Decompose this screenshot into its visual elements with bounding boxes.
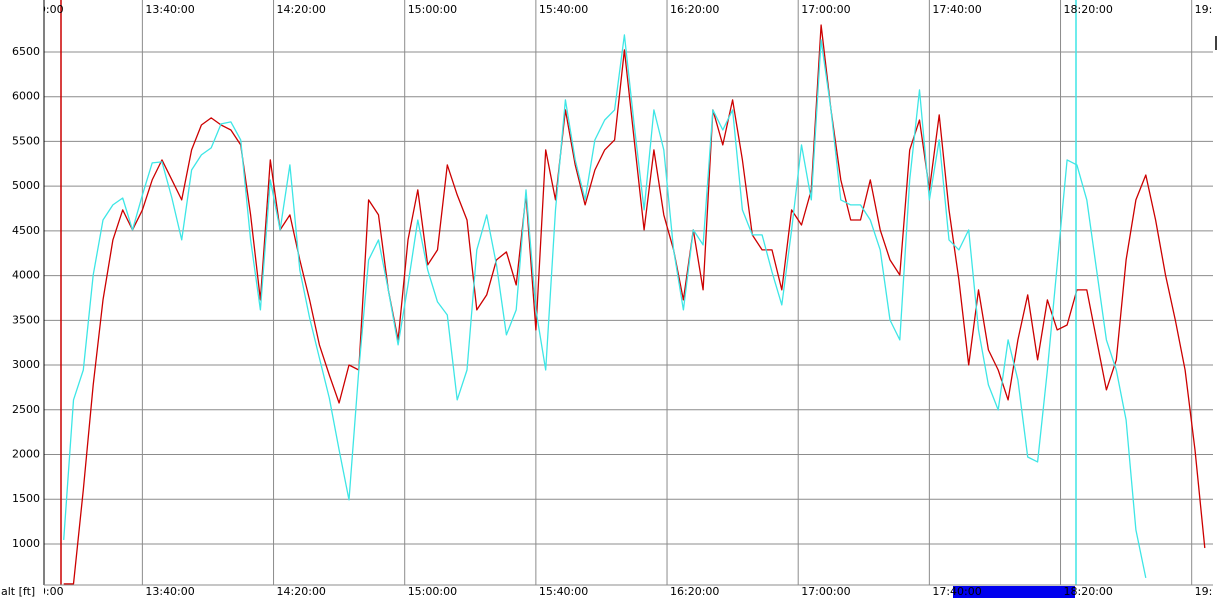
y-tick-label: 1000 <box>12 537 40 550</box>
x-tick-label: 17:40:00 <box>932 585 981 598</box>
series-line <box>63 34 1147 579</box>
x-tick-label: 13:40:00 <box>145 585 194 598</box>
x-labels: 13:00:00 13:00:00 13:40:00 13:40:00 14:20:00… <box>14 3 1218 598</box>
x-tick-label: 13:40:00 <box>145 3 194 16</box>
x-tick-label: 16:20:00 <box>670 585 719 598</box>
series-line <box>63 24 1206 585</box>
x-tick-label: 15:40:00 <box>539 3 588 16</box>
x-tick-label: 18:20:00 <box>1064 3 1113 16</box>
x-tick-label: 15:00:00 <box>408 3 457 16</box>
y-tick-label: 4000 <box>12 269 40 282</box>
y-tick-label: 2000 <box>12 447 40 460</box>
x-tick-label: 16:20:00 <box>670 3 719 16</box>
x-tick-label: 15:00:00 <box>408 585 457 598</box>
x-tick-label: 14:20:00 <box>277 3 326 16</box>
y-axis-label: alt [ft] <box>1 585 35 598</box>
y-tick-label: 6000 <box>12 90 40 103</box>
selection-bar <box>953 586 1075 598</box>
x-tick-label: 17:40:00 <box>932 3 981 16</box>
y-tick-label: 4500 <box>12 224 40 237</box>
x-tick-label: 17:00:00 <box>801 3 850 16</box>
y-tick-label: 5500 <box>12 134 40 147</box>
x-tick-label: 19:00:00 <box>1195 585 1218 598</box>
x-tick-label: 13:00:00 <box>14 3 63 16</box>
y-tick-label: 1500 <box>12 492 40 505</box>
y-tick-label: 3000 <box>12 358 40 371</box>
grid <box>44 0 1213 585</box>
x-tick-label: 18:20:00 <box>1064 585 1113 598</box>
x-tick-label: 17:00:00 <box>801 585 850 598</box>
lines <box>63 24 1206 585</box>
y-tick-label: 6500 <box>12 45 40 58</box>
x-tick-label: 15:40:00 <box>539 585 588 598</box>
y-tick-label: 3500 <box>12 313 40 326</box>
x-tick-label: 14:20:00 <box>277 585 326 598</box>
x-tick-label: 13:00:00 <box>14 585 63 598</box>
x-tick-label: 19:00:00 <box>1195 3 1218 16</box>
y-tick-label: 5000 <box>12 179 40 192</box>
y-tick-label: 2500 <box>12 403 40 416</box>
